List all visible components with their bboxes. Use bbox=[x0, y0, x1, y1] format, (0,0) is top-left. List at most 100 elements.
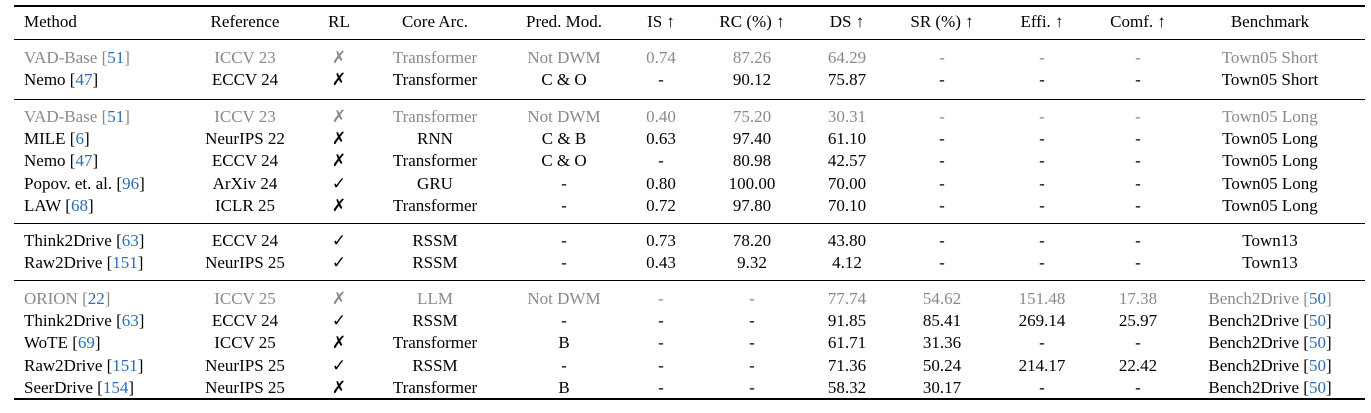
table-cell-comf: - bbox=[1135, 377, 1141, 397]
table-cell-ref: ECCV 24 bbox=[211, 311, 279, 331]
column-header: DS ↑ bbox=[829, 12, 865, 31]
citation-link: 96 bbox=[122, 173, 140, 193]
benchmark-name: Bench2Drive bbox=[1208, 311, 1304, 331]
table-cell-arc: Transformer bbox=[392, 151, 478, 171]
table-cell-is: 0.73 bbox=[646, 231, 676, 250]
benchmark-name: Town05 Short bbox=[1221, 70, 1319, 90]
column-header: Method bbox=[24, 12, 77, 31]
table-cell-ds: 75.87 bbox=[827, 70, 867, 90]
table-cell-arc: Transformer bbox=[392, 377, 478, 397]
table-cell-ds: 61.71 bbox=[827, 333, 867, 353]
table-cell-rc: 80.98 bbox=[732, 151, 772, 171]
table-cell-rc: 87.26 bbox=[732, 48, 772, 67]
method-name: VAD-Base bbox=[24, 107, 102, 126]
table-cell-comf: - bbox=[1135, 173, 1141, 193]
method-name: Nemo bbox=[24, 70, 70, 90]
table-cell-arc: RSSM bbox=[412, 355, 458, 375]
citation-link: 68 bbox=[70, 195, 88, 215]
table-cell-comf: 22.42 bbox=[1118, 355, 1158, 375]
citation-link: 50 bbox=[1308, 333, 1326, 353]
cross-icon: ✗ bbox=[331, 377, 347, 397]
table-cell-comf: - bbox=[1135, 253, 1141, 273]
table-cell-sr: - bbox=[939, 173, 945, 193]
table-cell-ref: ICCV 25 bbox=[214, 289, 276, 308]
method-cell: Raw2Drive [151] bbox=[24, 355, 144, 375]
column-header: RL bbox=[328, 12, 350, 31]
citation-link: 154 bbox=[102, 377, 129, 397]
cross-icon: ✗ bbox=[331, 195, 347, 215]
table-cell-ds: 71.36 bbox=[827, 355, 867, 375]
table-cell-sr: 85.41 bbox=[922, 311, 962, 331]
benchmark-cell: Town13 bbox=[1242, 253, 1297, 273]
method-cell: Think2Drive [63] bbox=[24, 311, 145, 331]
table-cell-ds: 58.32 bbox=[827, 377, 867, 397]
table-cell-is: - bbox=[658, 333, 664, 353]
table-cell-pred: Not DWM bbox=[527, 48, 601, 67]
table-cell-rc: 100.00 bbox=[728, 173, 776, 193]
table-cell-rc: 90.12 bbox=[732, 70, 772, 90]
method-cell: SeerDrive [154] bbox=[24, 377, 135, 397]
citation-link: 6 bbox=[75, 129, 84, 149]
table-cell-pred: B bbox=[558, 333, 570, 353]
method-cell: ORION [22] bbox=[24, 289, 111, 308]
table-cell-is: 0.80 bbox=[646, 173, 676, 193]
cross-icon: ✗ bbox=[331, 70, 347, 90]
table-cell-sr: - bbox=[939, 195, 945, 215]
table-cell-ds: 70.00 bbox=[827, 173, 867, 193]
table-cell-arc: Transformer bbox=[392, 107, 478, 126]
check-icon: ✓ bbox=[331, 173, 347, 193]
table-cell-comf: - bbox=[1135, 333, 1141, 353]
method-name: WoTE bbox=[24, 333, 73, 353]
benchmark-cell: Town13 bbox=[1242, 231, 1297, 251]
method-name: Think2Drive bbox=[24, 231, 117, 250]
table-cell-pred: C & O bbox=[541, 151, 587, 171]
method-name: SeerDrive bbox=[24, 377, 98, 397]
table-cell-ref: ECCV 24 bbox=[211, 151, 279, 171]
table-cell-effi: - bbox=[1039, 129, 1045, 149]
method-name: Nemo bbox=[24, 151, 70, 171]
table-cell-ref: NeurIPS 22 bbox=[205, 129, 285, 149]
table-cell-effi: 214.17 bbox=[1018, 355, 1066, 375]
benchmark-name: Town13 bbox=[1242, 231, 1298, 250]
method-cell: MILE [6] bbox=[24, 129, 90, 149]
check-icon: ✓ bbox=[331, 355, 347, 375]
table-cell-pred: - bbox=[561, 195, 567, 215]
table-cell-arc: RSSM bbox=[412, 253, 458, 273]
table-cell-is: 0.43 bbox=[646, 253, 676, 273]
table-cell-pred: - bbox=[561, 311, 567, 331]
benchmark-cell: Town05 Long bbox=[1222, 151, 1318, 171]
table-cell-is: 0.74 bbox=[646, 48, 676, 67]
benchmark-cell: Town05 Short bbox=[1222, 48, 1319, 68]
table-cell-effi: - bbox=[1039, 195, 1045, 215]
table-cell-rc: 97.80 bbox=[732, 195, 772, 215]
table-cell-comf: 17.38 bbox=[1118, 289, 1158, 308]
column-header: Comf. ↑ bbox=[1110, 12, 1166, 31]
table-cell-rc: 97.40 bbox=[732, 129, 772, 149]
citation-link: 47 bbox=[75, 70, 93, 90]
table-cell-arc: Transformer bbox=[392, 195, 478, 215]
table-cell-ds: 64.29 bbox=[827, 48, 867, 67]
table-cell-sr: - bbox=[939, 151, 945, 171]
check-icon: ✓ bbox=[331, 253, 347, 273]
table-cell-pred: C & B bbox=[541, 129, 587, 149]
table-cell-ds: 30.31 bbox=[827, 107, 867, 126]
method-cell: Nemo [47] bbox=[24, 151, 99, 171]
column-header: RC (%) ↑ bbox=[719, 12, 785, 31]
citation-link: 69 bbox=[77, 333, 95, 353]
benchmark-cell: Bench2Drive [50] bbox=[1208, 289, 1332, 308]
citation-link: 50 bbox=[1308, 355, 1326, 375]
column-header: Benchmark bbox=[1230, 12, 1310, 31]
table-cell-arc: RNN bbox=[417, 129, 453, 149]
cross-icon: ✗ bbox=[331, 48, 347, 67]
table-cell-pred: - bbox=[561, 355, 567, 375]
check-icon: ✓ bbox=[331, 231, 347, 250]
citation-link: 50 bbox=[1308, 289, 1326, 308]
cross-icon: ✗ bbox=[331, 289, 347, 308]
table-cell-ds: 61.10 bbox=[827, 129, 867, 149]
table-cell-comf: - bbox=[1135, 129, 1141, 149]
method-name: ORION bbox=[24, 289, 83, 308]
table-cell-arc: LLM bbox=[417, 289, 453, 308]
table-cell-is: - bbox=[658, 70, 664, 90]
citation-link: 151 bbox=[112, 253, 138, 273]
table-cell-arc: GRU bbox=[417, 173, 453, 193]
